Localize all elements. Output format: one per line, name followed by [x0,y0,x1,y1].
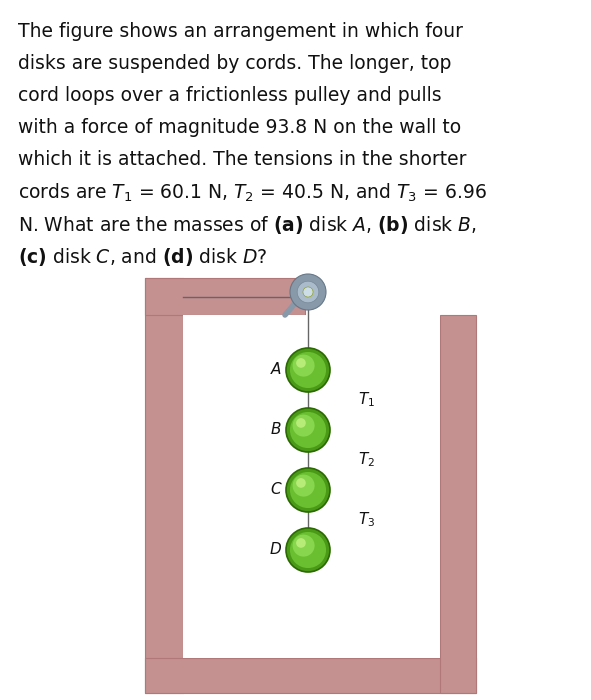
Bar [183,315,440,658]
Text: The figure shows an arrangement in which four: The figure shows an arrangement in which… [18,22,463,41]
Text: cords are $T_1$ = 60.1 N, $T_2$ = 40.5 N, and $T_3$ = 6.96: cords are $T_1$ = 60.1 N, $T_2$ = 40.5 N… [18,182,487,204]
Circle shape [297,281,319,303]
Circle shape [293,475,314,496]
Circle shape [290,352,326,388]
Text: cord loops over a frictionless pulley and pulls: cord loops over a frictionless pulley an… [18,86,441,105]
Circle shape [290,472,326,508]
Text: C: C [270,482,281,498]
Circle shape [290,274,326,310]
Circle shape [303,287,313,297]
Text: N. What are the masses of $\mathbf{(a)}$ disk $A$, $\mathbf{(b)}$ disk $B$,: N. What are the masses of $\mathbf{(a)}$… [18,214,476,236]
Circle shape [296,478,306,488]
Circle shape [286,468,330,512]
Circle shape [293,355,314,377]
Circle shape [286,348,330,392]
Circle shape [296,358,306,368]
Text: A: A [271,363,281,377]
Circle shape [296,418,306,428]
Text: $T_2$: $T_2$ [358,451,375,469]
Circle shape [293,414,314,437]
Text: $\mathbf{(c)}$ disk $C$, and $\mathbf{(d)}$ disk $D$?: $\mathbf{(c)}$ disk $C$, and $\mathbf{(d… [18,246,268,268]
Text: which it is attached. The tensions in the shorter: which it is attached. The tensions in th… [18,150,466,169]
Bar [145,278,305,315]
Circle shape [290,532,326,568]
Circle shape [293,535,314,556]
Text: B: B [271,423,281,438]
Circle shape [296,538,306,548]
Circle shape [286,408,330,452]
Text: $T_3$: $T_3$ [358,511,375,529]
Circle shape [290,412,326,448]
Text: disks are suspended by cords. The longer, top: disks are suspended by cords. The longer… [18,54,452,73]
Bar [145,278,183,693]
Text: with a force of magnitude 93.8 N on the wall to: with a force of magnitude 93.8 N on the … [18,118,461,137]
Bar [440,315,476,693]
Text: $T_1$: $T_1$ [358,391,375,409]
Text: D: D [269,542,281,557]
Circle shape [286,528,330,572]
Bar [145,658,476,693]
